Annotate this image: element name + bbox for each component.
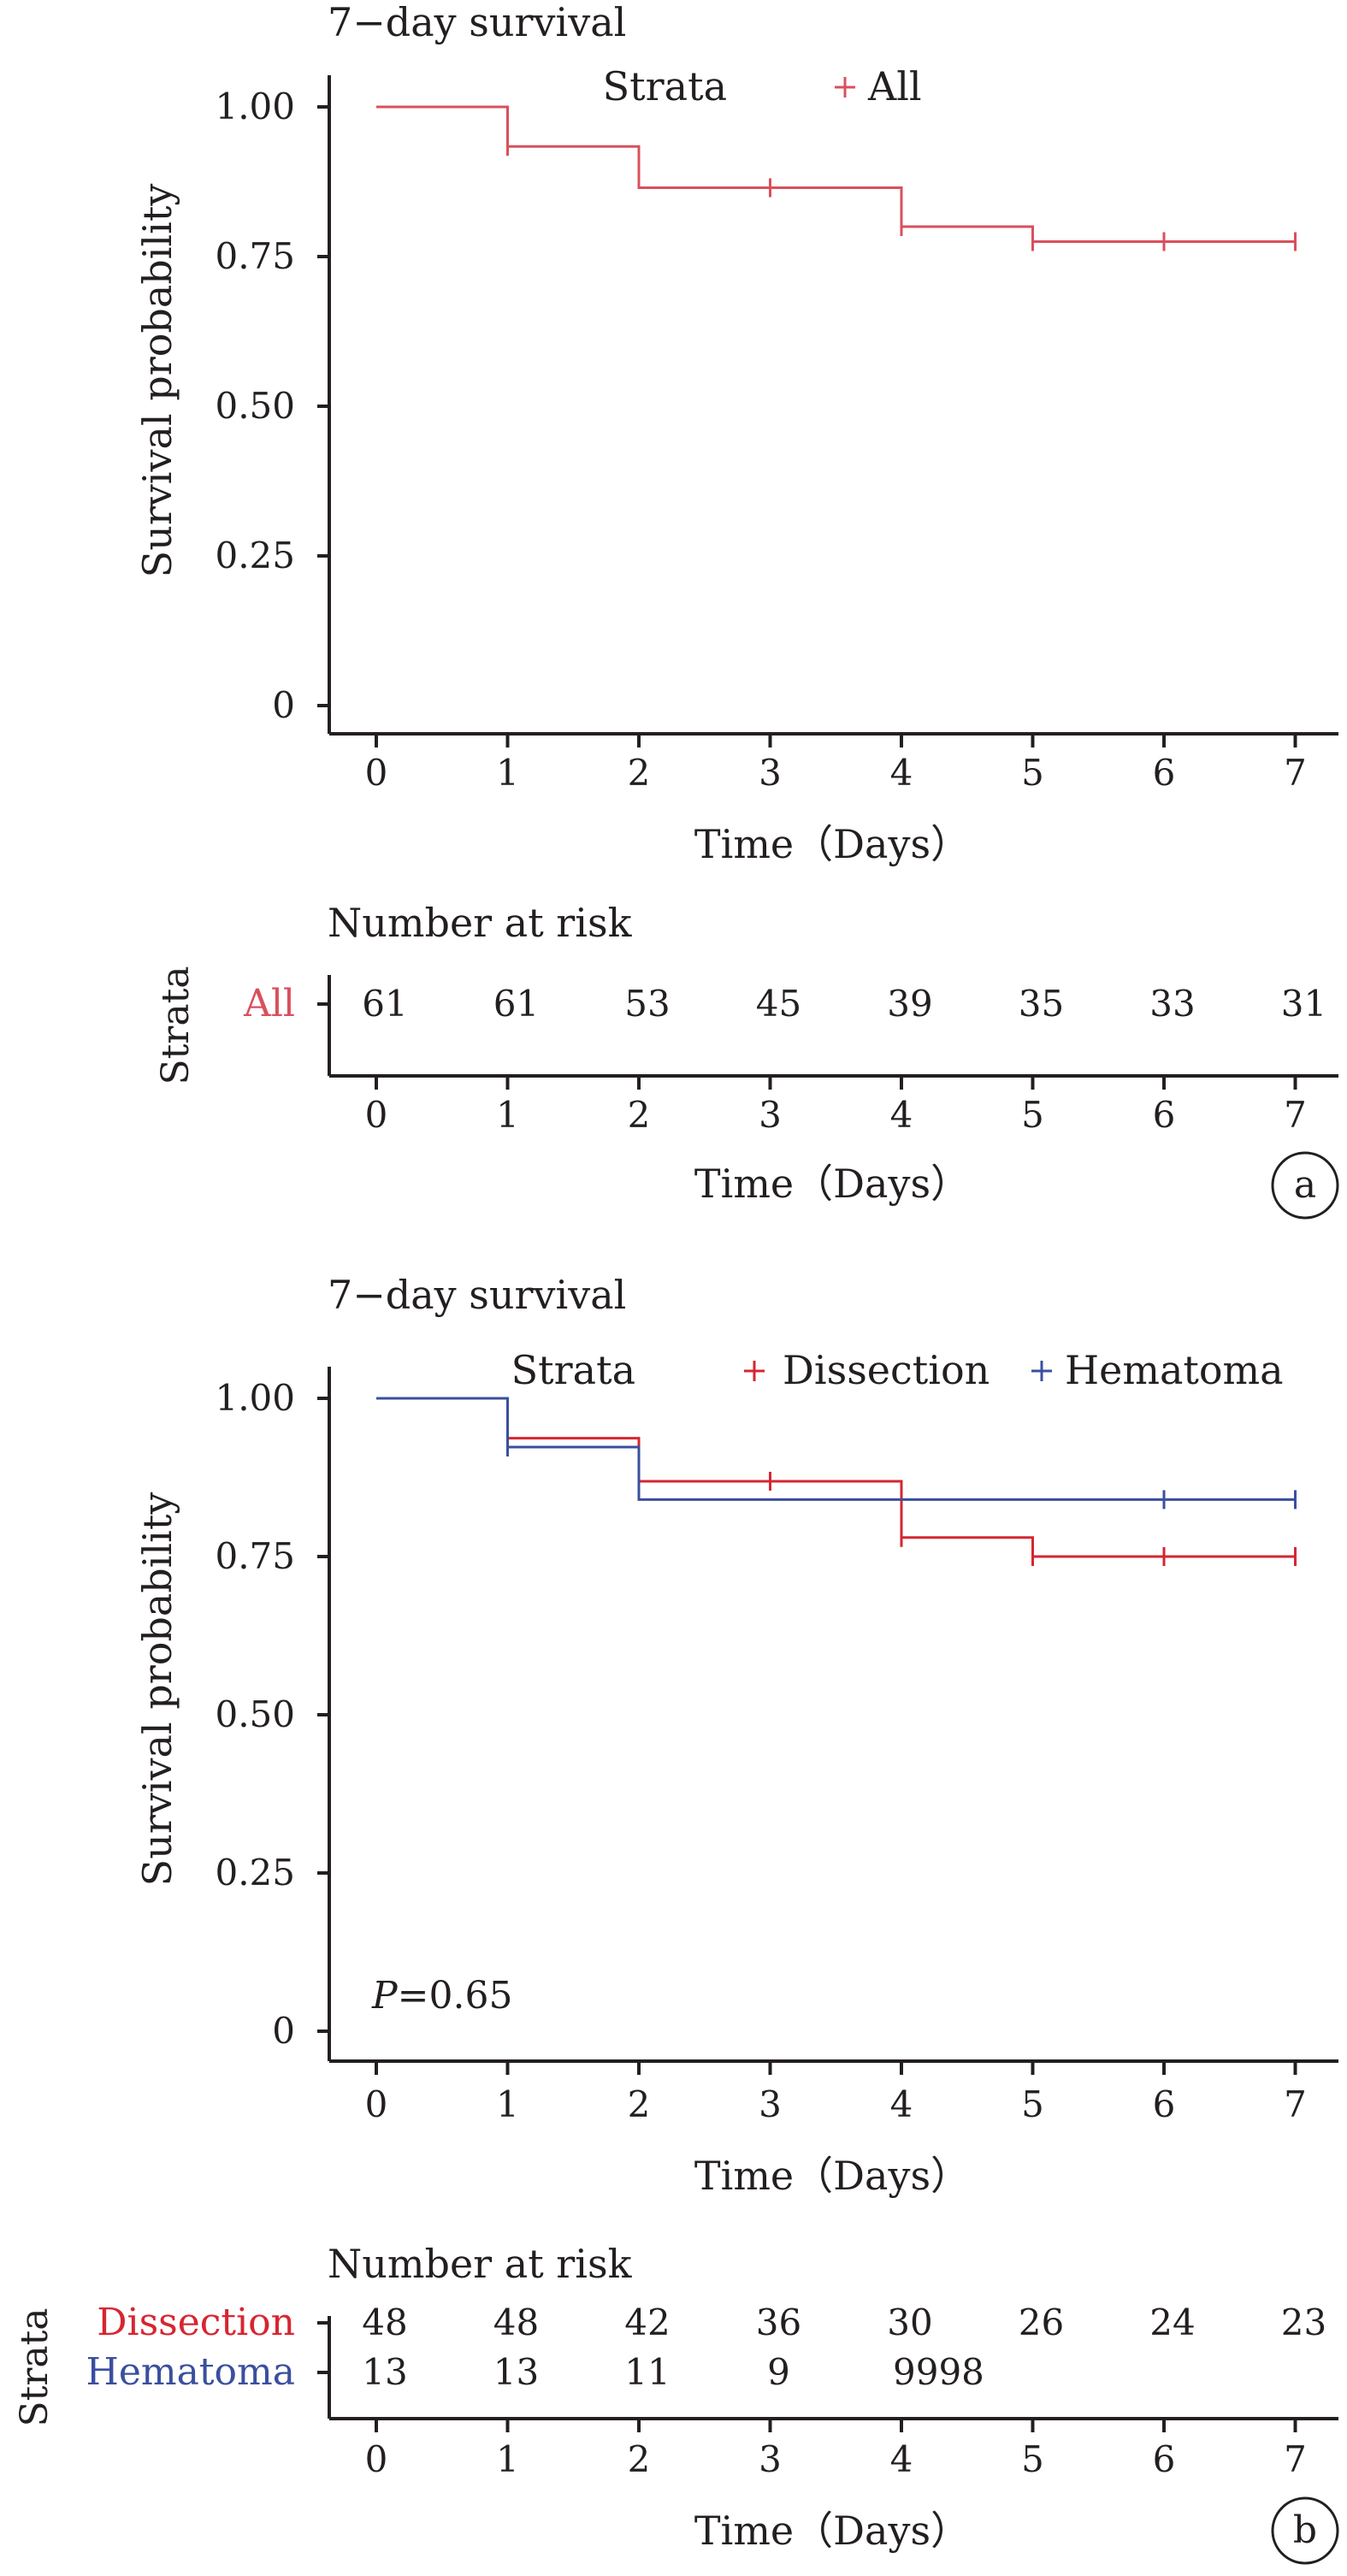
risk-x-tick-label: 6 [1153,2438,1176,2480]
y-tick-label: 0.75 [215,1535,295,1577]
risk-value: 11 [624,2351,670,2393]
x-tick-label: 4 [890,752,913,794]
risk-x-tick-label: 7 [1284,2438,1307,2480]
risk-x-tick-label: 4 [890,2438,913,2480]
risk-table-title: Number at risk [328,2241,633,2287]
y-tick-label: 0 [272,2010,295,2052]
risk-strata-label: Strata [13,2307,56,2426]
risk-x-tick-label: 5 [1021,1094,1044,1136]
y-tick-label: 1.00 [215,86,295,127]
risk-row-label: All [243,982,295,1025]
x-axis-label: Time（Days） [694,2153,970,2199]
y-tick-label: 1.00 [215,1377,295,1419]
x-tick-label: 4 [890,2083,913,2125]
legend-label-hematoma: Hematoma [1065,1347,1284,1393]
legend-label-all: All [867,63,922,109]
risk-x-tick-label: 7 [1284,1094,1307,1136]
risk-value: 61 [362,983,407,1025]
panel-label: b [1293,2508,1317,2552]
p-symbol: P [371,1974,399,2018]
risk-x-axis-label: Time（Days） [694,1161,970,1207]
y-axis-label: Survival probability [134,184,180,578]
risk-value: 45 [756,983,801,1025]
legend-label-dissection: Dissection [783,1347,990,1393]
panel-label: a [1294,1163,1316,1207]
risk-table-title: Number at risk [328,900,633,946]
risk-x-tick-label: 2 [628,1094,651,1136]
y-tick-label: 0.75 [215,235,295,277]
x-tick-label: 2 [628,2083,651,2125]
risk-x-tick-label: 6 [1153,1094,1176,1136]
survival-curve-all [376,105,1296,243]
x-tick-label: 2 [628,752,651,794]
x-tick-label: 7 [1284,752,1307,794]
risk-x-tick-label: 1 [496,1094,519,1136]
legend-title: Strata [511,1347,635,1393]
panel-label-circle [1271,1151,1339,1220]
risk-value: 23 [1281,2301,1326,2343]
risk-value: 39 [887,983,932,1025]
legend-title: Strata [603,63,727,109]
risk-x-tick-label: 1 [496,2438,519,2480]
risk-value: 30 [887,2301,932,2343]
risk-x-tick-label: 5 [1021,2438,1044,2480]
p-value-annotation: P=0.65 [371,1974,512,2018]
x-tick-label: 6 [1153,752,1176,794]
risk-x-tick-label: 4 [890,1094,913,1136]
panel-label-circle [1271,2496,1339,2565]
risk-x-tick-label: 2 [628,2438,651,2480]
risk-strata-label: Strata [154,966,198,1084]
x-tick-label: 6 [1153,2083,1176,2125]
x-tick-label: 1 [496,752,519,794]
risk-value: 13 [493,2351,539,2393]
risk-value: 61 [493,983,539,1025]
risk-x-tick-label: 3 [759,1094,782,1136]
survival-curve-hematoma [376,1397,1296,1501]
survival-curve-dissection [376,1397,1296,1558]
x-tick-label: 0 [365,752,388,794]
y-axis-label: Survival probability [134,1492,180,1887]
risk-x-tick-label: 0 [365,2438,388,2480]
y-tick-label: 0.25 [215,1852,295,1894]
risk-row-label: Hematoma [86,2350,296,2394]
risk-value: 33 [1149,983,1195,1025]
x-tick-label: 3 [759,2083,782,2125]
risk-value: 48 [493,2301,539,2343]
risk-row-label: Dissection [97,2301,295,2344]
risk-x-tick-label: 3 [759,2438,782,2480]
risk-value: 36 [756,2301,801,2343]
x-axis-label: Time（Days） [694,821,970,867]
x-tick-label: 3 [759,752,782,794]
risk-value: 53 [624,983,670,1025]
y-tick-label: 0.25 [215,535,295,576]
p-value: =0.65 [398,1974,513,2018]
risk-value: 13 [362,2351,407,2393]
x-tick-label: 5 [1021,752,1044,794]
chart-title: 7−day survival [328,0,626,45]
risk-value: 48 [362,2301,407,2343]
risk-value: 9 [767,2351,790,2393]
risk-value: 31 [1281,983,1326,1025]
x-tick-label: 1 [496,2083,519,2125]
x-tick-label: 0 [365,2083,388,2125]
risk-x-tick-label: 0 [365,1094,388,1136]
chart-title: 7−day survival [328,1272,626,1318]
risk-x-axis-label: Time（Days） [694,2508,970,2554]
y-tick-label: 0 [272,684,295,726]
risk-value: 24 [1149,2301,1195,2343]
risk-value: 35 [1019,983,1064,1025]
y-tick-label: 0.50 [215,385,295,427]
risk-value: 26 [1019,2301,1064,2343]
risk-value: 9998 [893,2351,984,2393]
y-tick-label: 0.50 [215,1693,295,1735]
x-tick-label: 7 [1284,2083,1307,2125]
x-tick-label: 5 [1021,2083,1044,2125]
risk-value: 42 [624,2301,670,2343]
